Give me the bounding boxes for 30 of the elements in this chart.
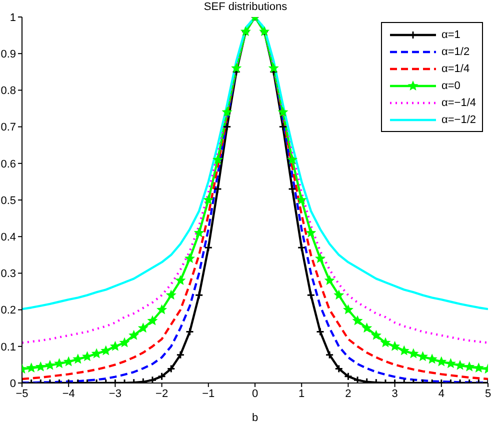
x-tick-label: 3 — [392, 388, 398, 400]
y-tick-label: 0.6 — [0, 158, 16, 170]
legend-label: α=−1/4 — [442, 96, 476, 108]
y-tick-label: 0.8 — [0, 85, 16, 98]
y-tick-label: 0.9 — [0, 48, 16, 61]
legend-label: α=1/4 — [442, 62, 470, 74]
x-tick-label: 0 — [252, 388, 258, 400]
legend-label: α=1 — [442, 28, 460, 40]
x-tick-label: 4 — [438, 388, 444, 400]
y-tick-label: 0.1 — [0, 341, 16, 354]
x-tick-label: −5 — [16, 388, 28, 400]
x-axis-title: b — [252, 412, 258, 424]
y-tick-label: 0.2 — [0, 304, 16, 317]
y-tick-label: 0 — [10, 378, 16, 390]
x-tick-label: −4 — [62, 388, 75, 400]
x-tick-label: −2 — [156, 388, 168, 400]
y-tick-label: 0.4 — [0, 232, 16, 244]
legend-label: α=0 — [442, 80, 460, 92]
x-tick-label: 2 — [345, 388, 352, 400]
legend-label: α=−1/2 — [442, 114, 476, 126]
y-tick-label: 0.3 — [0, 268, 16, 280]
x-tick-label: −1 — [202, 388, 215, 400]
legend-label: α=1/2 — [442, 46, 470, 58]
y-tick-label: 0.5 — [0, 194, 16, 207]
y-tick-label: 0.7 — [0, 122, 16, 134]
x-tick-label: 5 — [484, 388, 491, 400]
y-tick-label: 1 — [10, 12, 16, 24]
x-tick-label: −3 — [108, 388, 122, 400]
x-tick-label: 1 — [298, 388, 305, 400]
chart-title: SEF distributions — [204, 1, 288, 13]
